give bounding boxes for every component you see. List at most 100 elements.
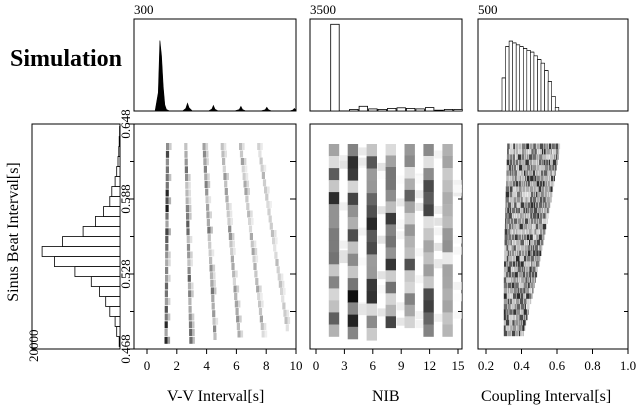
sinus-ytick-label: 0.648 [118, 109, 133, 138]
coupling-heatmap-cell [523, 234, 527, 240]
nib-heatmap-cell [404, 144, 415, 156]
coupling-heatmap-cell [536, 234, 538, 240]
coupling-heatmap-cell [548, 159, 551, 166]
coupling-heatmap-cell [519, 287, 523, 294]
nib-heatmap-cell [377, 171, 386, 180]
vv-heatmap-cell [168, 174, 172, 181]
vv-heatmap-cell [253, 240, 257, 248]
coupling-heatmap-cell [527, 250, 531, 256]
coupling-heatmap-cell [532, 266, 536, 273]
nib-heatmap-cell [328, 204, 340, 217]
coupling-heatmap-cell [553, 154, 556, 160]
coupling-heatmap-cell [519, 223, 523, 230]
coupling-heatmap-cell [521, 229, 526, 235]
sinus-histogram-bar [90, 276, 121, 287]
coupling-heatmap-cell [536, 250, 539, 256]
nib-heatmap-cell [453, 179, 462, 188]
coupling-heatmap-cell [508, 234, 512, 240]
coupling-heatmap-cell [534, 271, 538, 278]
coupling-heatmap-cell [507, 266, 511, 273]
vv-heatmap-cell [246, 180, 250, 188]
coupling-heatmap-cell [513, 218, 517, 224]
coupling-heatmap-cell [505, 213, 508, 219]
vv-heatmap-cell [260, 143, 263, 150]
coupling-heatmap-cell [504, 234, 508, 240]
vv-heatmap-cell [230, 255, 234, 263]
coupling-heatmap-cell [513, 309, 517, 315]
vv-heatmap-cell [232, 278, 236, 285]
nib-heatmap-cell [423, 168, 434, 181]
coupling-heatmap-cell [536, 239, 540, 246]
coupling-heatmap-cell [511, 164, 514, 171]
coupling-heatmap-cell [520, 293, 524, 299]
coupling-heatmap-cell [515, 154, 518, 160]
nib-heatmap-cell [328, 300, 340, 313]
sinus-histogram-bar [54, 256, 121, 267]
coupling-heatmap-cell [511, 245, 513, 251]
vv-heatmap-cell [207, 234, 211, 242]
vv-heatmap-cell [185, 174, 189, 181]
nib-heatmap-cell [377, 235, 386, 244]
nib-heatmap-cell [385, 189, 396, 202]
vv-heatmap-cell [232, 270, 236, 278]
nib-heatmap-cell [347, 290, 359, 303]
coupling-heatmap-cell [536, 175, 540, 182]
coupling-heatmap-cell [526, 255, 530, 262]
coupling-heatmap-cell [554, 164, 557, 171]
vv-heatmap-cell [168, 197, 172, 205]
nib-heatmap-cell [377, 206, 386, 215]
coupling-heatmap-cell [506, 159, 510, 166]
coupling-heatmap-cell [507, 287, 510, 294]
coupling-heatmap-cell [518, 250, 521, 256]
vv-heatmap-cell [228, 233, 232, 240]
nib-heatmap-cell [347, 302, 359, 315]
nib-heatmap-cell [404, 293, 415, 306]
coupling-heatmap-cell [511, 282, 515, 289]
coupling-heatmap-cell [507, 282, 512, 289]
coupling-heatmap-cell [515, 298, 520, 305]
coupling-heatmap-cell [509, 309, 513, 315]
coupling-heatmap-cell [511, 229, 513, 235]
coupling-heatmap-cell [532, 223, 536, 230]
coupling-heatmap-cell [546, 159, 549, 166]
vv-heatmap-cell [207, 173, 210, 181]
coupling-heatmap-cell [510, 154, 512, 160]
coupling-heatmap-cell [510, 293, 513, 299]
coupling-heatmap-cell [528, 271, 532, 278]
nib-xtick-label: 3 [341, 358, 348, 373]
coupling-heatmap-cell [507, 298, 510, 305]
coupling-heatmap-cell [538, 170, 541, 176]
coupling-heatmap-cell [518, 234, 522, 240]
vv-heatmap-cell [192, 321, 195, 329]
coupling-heatmap-cell [509, 180, 513, 187]
vv-heatmap-cell [264, 186, 268, 194]
coupling-heatmap-cell [518, 207, 520, 214]
coupling-heatmap-cell [509, 170, 512, 176]
coupling-heatmap-cell [550, 148, 552, 155]
nib-heatmap-cell [385, 293, 396, 306]
coupling-heatmap-cell [505, 218, 507, 224]
nib-heatmap-cell [385, 270, 396, 283]
vv-heatmap-cell [274, 230, 277, 237]
nib-heatmap-cell [434, 150, 443, 159]
coupling-heatmap-cell [520, 202, 525, 208]
coupling-heatmap-cell [529, 234, 533, 240]
coupling-heatmap-cell [534, 282, 535, 289]
vv-heatmap-cell [186, 228, 190, 236]
vv-heatmap-cell [268, 215, 272, 223]
vv-heatmap-cell [184, 150, 188, 158]
vv-heatmap-cell [205, 143, 209, 150]
nib-heatmap-cell [377, 271, 386, 280]
coupling-heatmap-cell [537, 207, 542, 214]
vv-heatmap-cell [185, 189, 189, 197]
coupling-heatmap-cell [539, 143, 543, 150]
nib-heatmap-cell [385, 316, 396, 329]
coupling-heatmap-cell [535, 277, 536, 283]
coupling-heatmap-cell [512, 159, 515, 166]
vv-heatmap-cell [244, 188, 248, 195]
vv-heatmap-cell [258, 300, 262, 308]
vv-heatmap-cell [165, 236, 169, 243]
coupling-heatmap-cell [533, 218, 537, 224]
vv-heatmap-cell [166, 143, 170, 150]
vv-heatmap-cell [165, 181, 169, 189]
